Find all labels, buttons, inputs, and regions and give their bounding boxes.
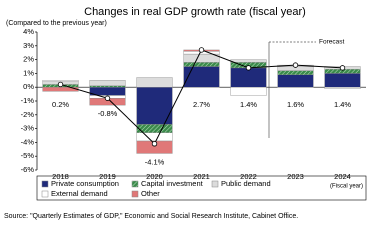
- y-tick-label: 2%: [23, 55, 34, 64]
- bar-segment: [324, 86, 361, 89]
- y-tick-label: -3%: [21, 124, 35, 133]
- value-label: 2.7%: [193, 100, 210, 109]
- chart-subtitle: (Compared to the previous year): [6, 20, 107, 27]
- legend-label: External demand: [51, 189, 108, 198]
- legend-swatch: [131, 180, 139, 188]
- bar-segment: [230, 86, 267, 96]
- legend-swatch: [131, 190, 139, 198]
- bar-segment: [89, 85, 126, 88]
- legend-swatch: [41, 180, 49, 188]
- bar-segment: [277, 74, 314, 88]
- bar-segment: [183, 66, 220, 88]
- x-tick-label: 2020: [146, 172, 163, 181]
- bar-segment: [277, 70, 314, 75]
- x-tick-label: 2019: [99, 172, 116, 181]
- y-tick-label: -5%: [21, 151, 35, 160]
- growth-marker: [57, 81, 64, 88]
- legend-box: [36, 175, 367, 201]
- bar-segment: [136, 140, 173, 154]
- x-tick-label: 2018: [52, 172, 69, 181]
- value-label: 0.2%: [52, 100, 69, 109]
- x-tick-label: 2022: [240, 172, 257, 181]
- growth-marker: [292, 62, 299, 68]
- value-label: 1.6%: [287, 100, 304, 109]
- y-tick-label: -6%: [21, 165, 35, 174]
- bar-segment: [324, 73, 361, 88]
- legend-label: Other: [141, 189, 160, 198]
- bar-segment: [136, 86, 173, 125]
- legend-label: Capital investment: [141, 179, 204, 188]
- y-tick-label: 0%: [23, 82, 34, 91]
- legend-label: Public demand: [221, 179, 271, 188]
- chart-title: Changes in real GDP growth rate (fiscal …: [84, 6, 306, 18]
- bar-segment: [136, 77, 173, 88]
- bar-segment: [230, 59, 267, 63]
- bar-segment: [89, 80, 126, 87]
- y-tick-label: 3%: [23, 41, 34, 50]
- growth-marker: [104, 95, 111, 101]
- growth-marker: [245, 65, 252, 71]
- value-label: 1.4%: [334, 100, 351, 109]
- x-axis-label: (Fiscal year): [330, 184, 363, 190]
- source-note: Source: "Quarterly Estimates of GDP," Ec…: [4, 213, 298, 220]
- x-tick-label: 2021: [193, 172, 210, 181]
- bar-segment: [136, 132, 173, 142]
- value-label: -0.8%: [98, 109, 118, 118]
- y-tick-label: 1%: [23, 68, 34, 77]
- bar-segment: [183, 53, 220, 63]
- legend-label: Private consumption: [51, 179, 119, 188]
- x-tick-label: 2024: [334, 172, 351, 181]
- bar-segment: [230, 67, 267, 88]
- legend-swatch: [41, 190, 49, 198]
- value-label: -4.1%: [145, 157, 165, 166]
- y-tick-label: -1%: [21, 96, 35, 105]
- y-tick-label: -4%: [21, 137, 35, 146]
- growth-marker: [339, 65, 346, 71]
- y-tick-label: 4%: [23, 27, 34, 36]
- x-tick-label: 2023: [287, 172, 304, 181]
- bar-segment: [183, 62, 220, 67]
- bar-segment: [42, 80, 79, 82]
- growth-marker: [198, 47, 205, 53]
- y-tick-label: -2%: [21, 110, 35, 119]
- forecast-label: Forecast: [319, 39, 344, 46]
- growth-marker: [151, 141, 158, 147]
- value-label: 1.4%: [240, 100, 257, 109]
- legend-swatch: [211, 180, 219, 188]
